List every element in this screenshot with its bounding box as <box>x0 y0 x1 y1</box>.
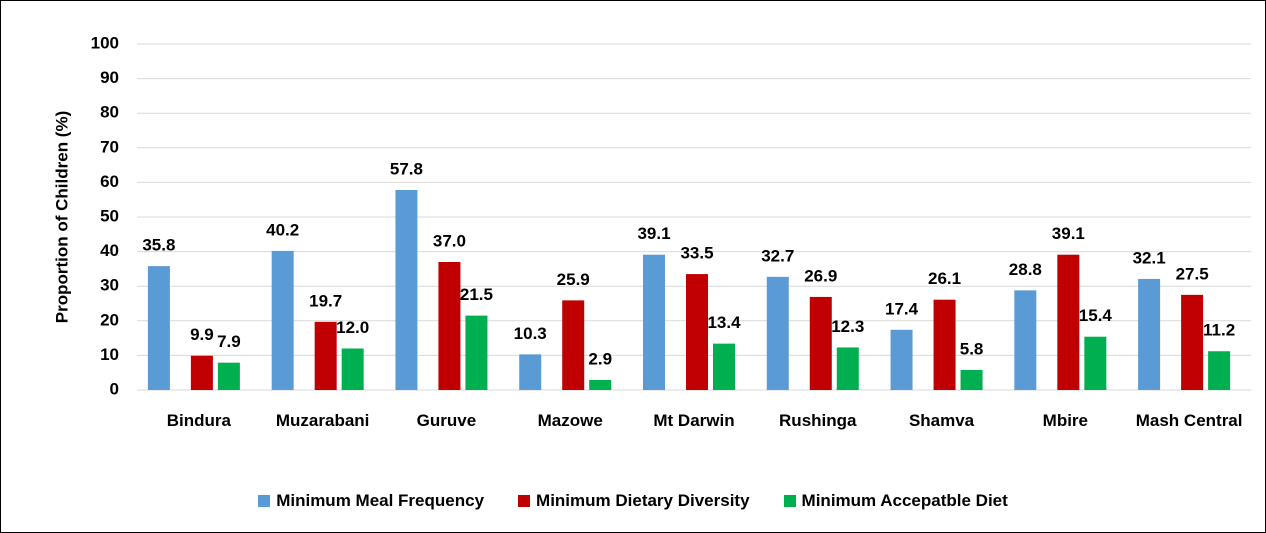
bar <box>519 354 542 390</box>
y-tick-label: 40 <box>100 241 119 260</box>
bar <box>217 362 240 390</box>
data-label: 37.0 <box>433 231 466 250</box>
y-tick-label: 10 <box>100 345 119 364</box>
bar <box>562 300 585 390</box>
bar <box>643 254 665 390</box>
x-tick-label: Bindura <box>166 411 231 430</box>
legend-label: Minimum Dietary Diversity <box>536 491 750 510</box>
legend-item: Minimum Accepatble Diet <box>783 491 1008 511</box>
y-tick-label: 30 <box>100 276 119 295</box>
bar <box>314 321 337 390</box>
bar <box>395 190 418 390</box>
bar <box>809 296 832 390</box>
y-tick-label: 90 <box>100 68 119 87</box>
data-label: 27.5 <box>1176 264 1209 283</box>
x-tick-label: Mazowe <box>537 411 603 430</box>
bar <box>438 261 461 390</box>
data-label: 12.3 <box>831 317 864 336</box>
legend-item: Minimum Meal Frequency <box>258 491 484 511</box>
bar <box>836 347 859 390</box>
bar <box>1138 278 1161 390</box>
data-label: 28.8 <box>1009 260 1042 279</box>
x-tick-label: Rushinga <box>779 411 857 430</box>
y-tick-label: 50 <box>100 206 119 225</box>
bar <box>1057 254 1080 390</box>
legend: Minimum Meal Frequency Minimum Dietary Di… <box>1 491 1265 511</box>
y-axis-title: Proportion of Children (%) <box>52 111 71 323</box>
bar <box>686 274 708 390</box>
x-tick-label: Mbire <box>1042 411 1088 430</box>
data-label: 10.3 <box>514 324 547 343</box>
data-label: 17.4 <box>885 299 919 318</box>
y-tick-label: 0 <box>110 379 119 398</box>
legend-item: Minimum Dietary Diversity <box>518 491 750 511</box>
bar <box>271 250 294 390</box>
legend-label: Minimum Meal Frequency <box>276 491 485 510</box>
x-tick-label: Mt Darwin <box>653 411 735 430</box>
y-tick-label: 20 <box>100 310 119 329</box>
bar <box>1208 351 1231 390</box>
data-label: 11.2 <box>1203 321 1235 340</box>
bar <box>766 276 789 390</box>
data-label: 9.9 <box>190 325 214 344</box>
data-label: 35.8 <box>142 236 175 255</box>
legend-swatch <box>783 495 796 507</box>
data-label: 15.4 <box>1079 306 1113 325</box>
data-label: 26.1 <box>928 269 961 288</box>
data-label: 32.1 <box>1133 248 1166 267</box>
data-label: 25.9 <box>557 270 590 289</box>
y-tick-label: 70 <box>100 137 119 156</box>
bar <box>465 315 488 390</box>
x-tick-label: Muzarabani <box>275 411 370 430</box>
x-tick-label: Guruve <box>416 411 477 430</box>
data-label: 2.9 <box>588 349 612 368</box>
data-label: 39.1 <box>637 224 670 243</box>
y-tick-label: 60 <box>100 172 119 191</box>
data-label: 5.8 <box>960 339 984 358</box>
bar <box>341 348 364 390</box>
legend-swatch <box>518 495 531 507</box>
bar <box>890 329 913 390</box>
bar <box>1181 294 1204 390</box>
bar <box>713 343 735 390</box>
data-label: 57.8 <box>390 159 423 178</box>
bar <box>147 266 170 390</box>
data-label: 32.7 <box>761 246 794 265</box>
x-tick-label: Shamva <box>908 411 975 430</box>
data-label: 26.9 <box>804 266 837 285</box>
bar <box>190 355 213 390</box>
bar <box>933 299 956 390</box>
data-label: 21.5 <box>460 285 493 304</box>
bar <box>1084 336 1107 390</box>
x-tick-label: Mash Central <box>1135 411 1243 430</box>
bar <box>960 369 983 390</box>
legend-label: Minimum Accepatble Diet <box>801 491 1008 510</box>
data-label: 39.1 <box>1052 224 1085 243</box>
y-tick-label: 100 <box>91 33 119 52</box>
data-label: 7.9 <box>217 332 241 351</box>
bar <box>1014 290 1037 390</box>
data-label: 19.7 <box>309 291 342 310</box>
data-label: 12.0 <box>336 318 369 337</box>
data-label: 13.4 <box>707 313 741 332</box>
y-tick-label: 80 <box>100 103 119 122</box>
bar <box>589 379 612 390</box>
data-label: 40.2 <box>266 220 299 239</box>
legend-swatch <box>258 495 271 507</box>
data-label: 33.5 <box>680 244 713 263</box>
